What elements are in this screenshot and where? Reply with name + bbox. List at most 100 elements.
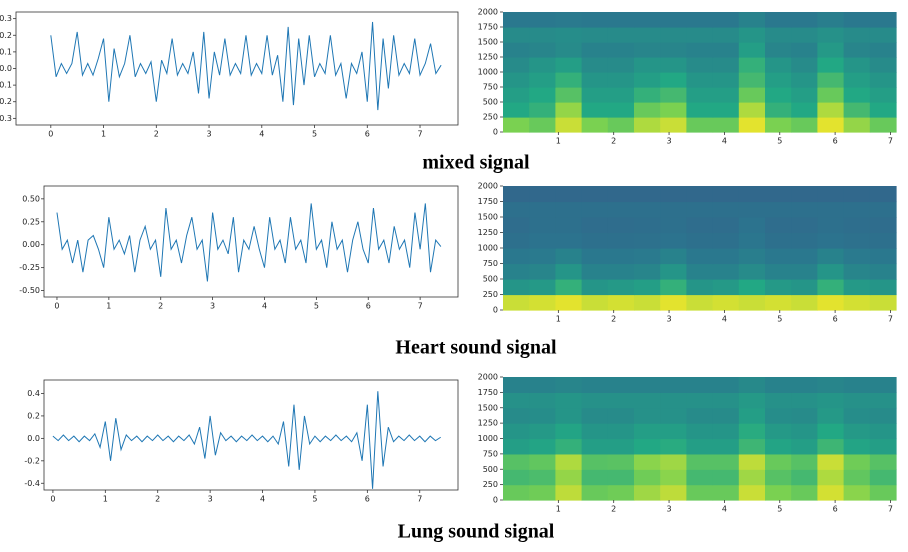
spectrogram-cell: [817, 423, 844, 439]
spectrogram-cell: [686, 469, 713, 485]
spectrogram-cell: [713, 202, 740, 218]
spectrogram-cell: [529, 87, 556, 103]
spectrogram-cell: [660, 12, 687, 28]
spectrogram-cell: [555, 27, 582, 43]
spectrogram-cell: [686, 72, 713, 88]
spectrogram-cell: [791, 264, 818, 280]
spectrogram-cell: [634, 279, 661, 295]
plot-frame: [16, 12, 458, 125]
spectrogram-cell: [713, 12, 740, 28]
spectrogram-cell: [686, 408, 713, 424]
y-tick-label: 500: [483, 465, 498, 474]
spectrogram-cell: [503, 217, 530, 233]
spectrogram-cell: [503, 408, 530, 424]
y-tick-label: 1250: [478, 53, 498, 62]
spectrogram-cell: [503, 264, 530, 280]
spectrogram-cell: [608, 454, 635, 470]
spectrogram-cell: [817, 392, 844, 408]
spectrogram-cell: [686, 423, 713, 439]
spectrogram-cell: [765, 377, 792, 393]
spectrogram-cell: [608, 408, 635, 424]
spectrogram-cell: [608, 469, 635, 485]
spectrogram-cell: [608, 12, 635, 28]
spectrogram-cell: [660, 57, 687, 73]
spectrogram-cell: [791, 12, 818, 28]
y-tick-label: 250: [483, 113, 498, 122]
spectrogram-cell: [660, 102, 687, 118]
spectrogram-cell: [608, 485, 635, 501]
spectrogram-cell: [713, 72, 740, 88]
spectrogram-cell: [713, 454, 740, 470]
spectrogram-cell: [503, 423, 530, 439]
spectrogram-cell: [713, 27, 740, 43]
spectrogram-cell: [817, 248, 844, 264]
spectrogram-cell: [870, 423, 897, 439]
y-tick-label: 750: [483, 83, 498, 92]
spectrogram-cell: [503, 485, 530, 501]
spectrogram-cell: [686, 12, 713, 28]
spectrogram-cell: [765, 408, 792, 424]
spectrogram-cell: [555, 186, 582, 202]
spectrogram-cell: [739, 102, 766, 118]
spectrogram-cell: [503, 57, 530, 73]
spectrogram-cell: [686, 392, 713, 408]
x-tick-label: 7: [888, 505, 893, 514]
spectrogram-cell: [739, 469, 766, 485]
spectrogram-cell: [844, 248, 871, 264]
spectrogram-cell: [791, 248, 818, 264]
spectrogram-cell: [529, 279, 556, 295]
spectrogram-cell: [608, 439, 635, 455]
x-tick-label: 6: [366, 302, 371, 311]
spectrogram-cell: [634, 485, 661, 501]
y-tick-label: -0.1: [0, 81, 12, 90]
spectrogram-cell: [686, 264, 713, 280]
spectrogram-cell: [529, 27, 556, 43]
spectrogram-cell: [503, 12, 530, 28]
spectrogram-cell: [555, 485, 582, 501]
spectrogram-cell: [660, 117, 687, 133]
spectrogram-cell: [817, 87, 844, 103]
x-tick-label: 1: [556, 137, 561, 146]
spectrogram-cell: [582, 12, 609, 28]
spectrogram-cell: [844, 117, 871, 133]
spectrogram-cell: [686, 217, 713, 233]
spectrogram-cell: [739, 117, 766, 133]
spectrogram-cell: [634, 102, 661, 118]
x-tick-label: 3: [206, 130, 211, 139]
y-tick-label: -0.2: [0, 97, 12, 106]
spectrogram-cell: [739, 186, 766, 202]
y-tick-label: 1750: [478, 23, 498, 32]
spectrogram-cell: [713, 117, 740, 133]
spectrogram-cell: [529, 392, 556, 408]
plot-frame: [44, 380, 458, 490]
spectrogram-cell: [713, 42, 740, 58]
spectrogram-cell: [686, 233, 713, 249]
spectrogram-cell: [503, 202, 530, 218]
spectrogram-cell: [739, 27, 766, 43]
spectrogram-cell: [817, 439, 844, 455]
spectrogram-cell: [870, 377, 897, 393]
spectrogram-cell: [660, 295, 687, 311]
spectrogram-cell: [713, 469, 740, 485]
spectrogram-cell: [555, 102, 582, 118]
spectrogram-cell: [634, 408, 661, 424]
x-tick-label: 2: [158, 302, 163, 311]
x-tick-label: 5: [312, 495, 317, 504]
spectrogram-cell: [765, 233, 792, 249]
x-tick-label: 3: [208, 495, 213, 504]
figure: mixed signal Heart sound signal Lung sou…: [0, 0, 908, 548]
spectrogram-cell: [765, 295, 792, 311]
spectrogram-cell: [870, 264, 897, 280]
spectrogram-cell: [765, 264, 792, 280]
x-tick-label: 1: [106, 302, 111, 311]
spectrogram-cell: [870, 12, 897, 28]
y-tick-label: 0: [493, 306, 498, 315]
x-tick-label: 3: [667, 137, 672, 146]
spectrogram-cell: [791, 279, 818, 295]
spectrogram-cell: [582, 423, 609, 439]
spectrogram-cell: [739, 12, 766, 28]
spectrogram-cell: [582, 102, 609, 118]
spectrogram-cell: [634, 454, 661, 470]
spectrogram-cell: [582, 57, 609, 73]
spectrogram-cell: [791, 295, 818, 311]
